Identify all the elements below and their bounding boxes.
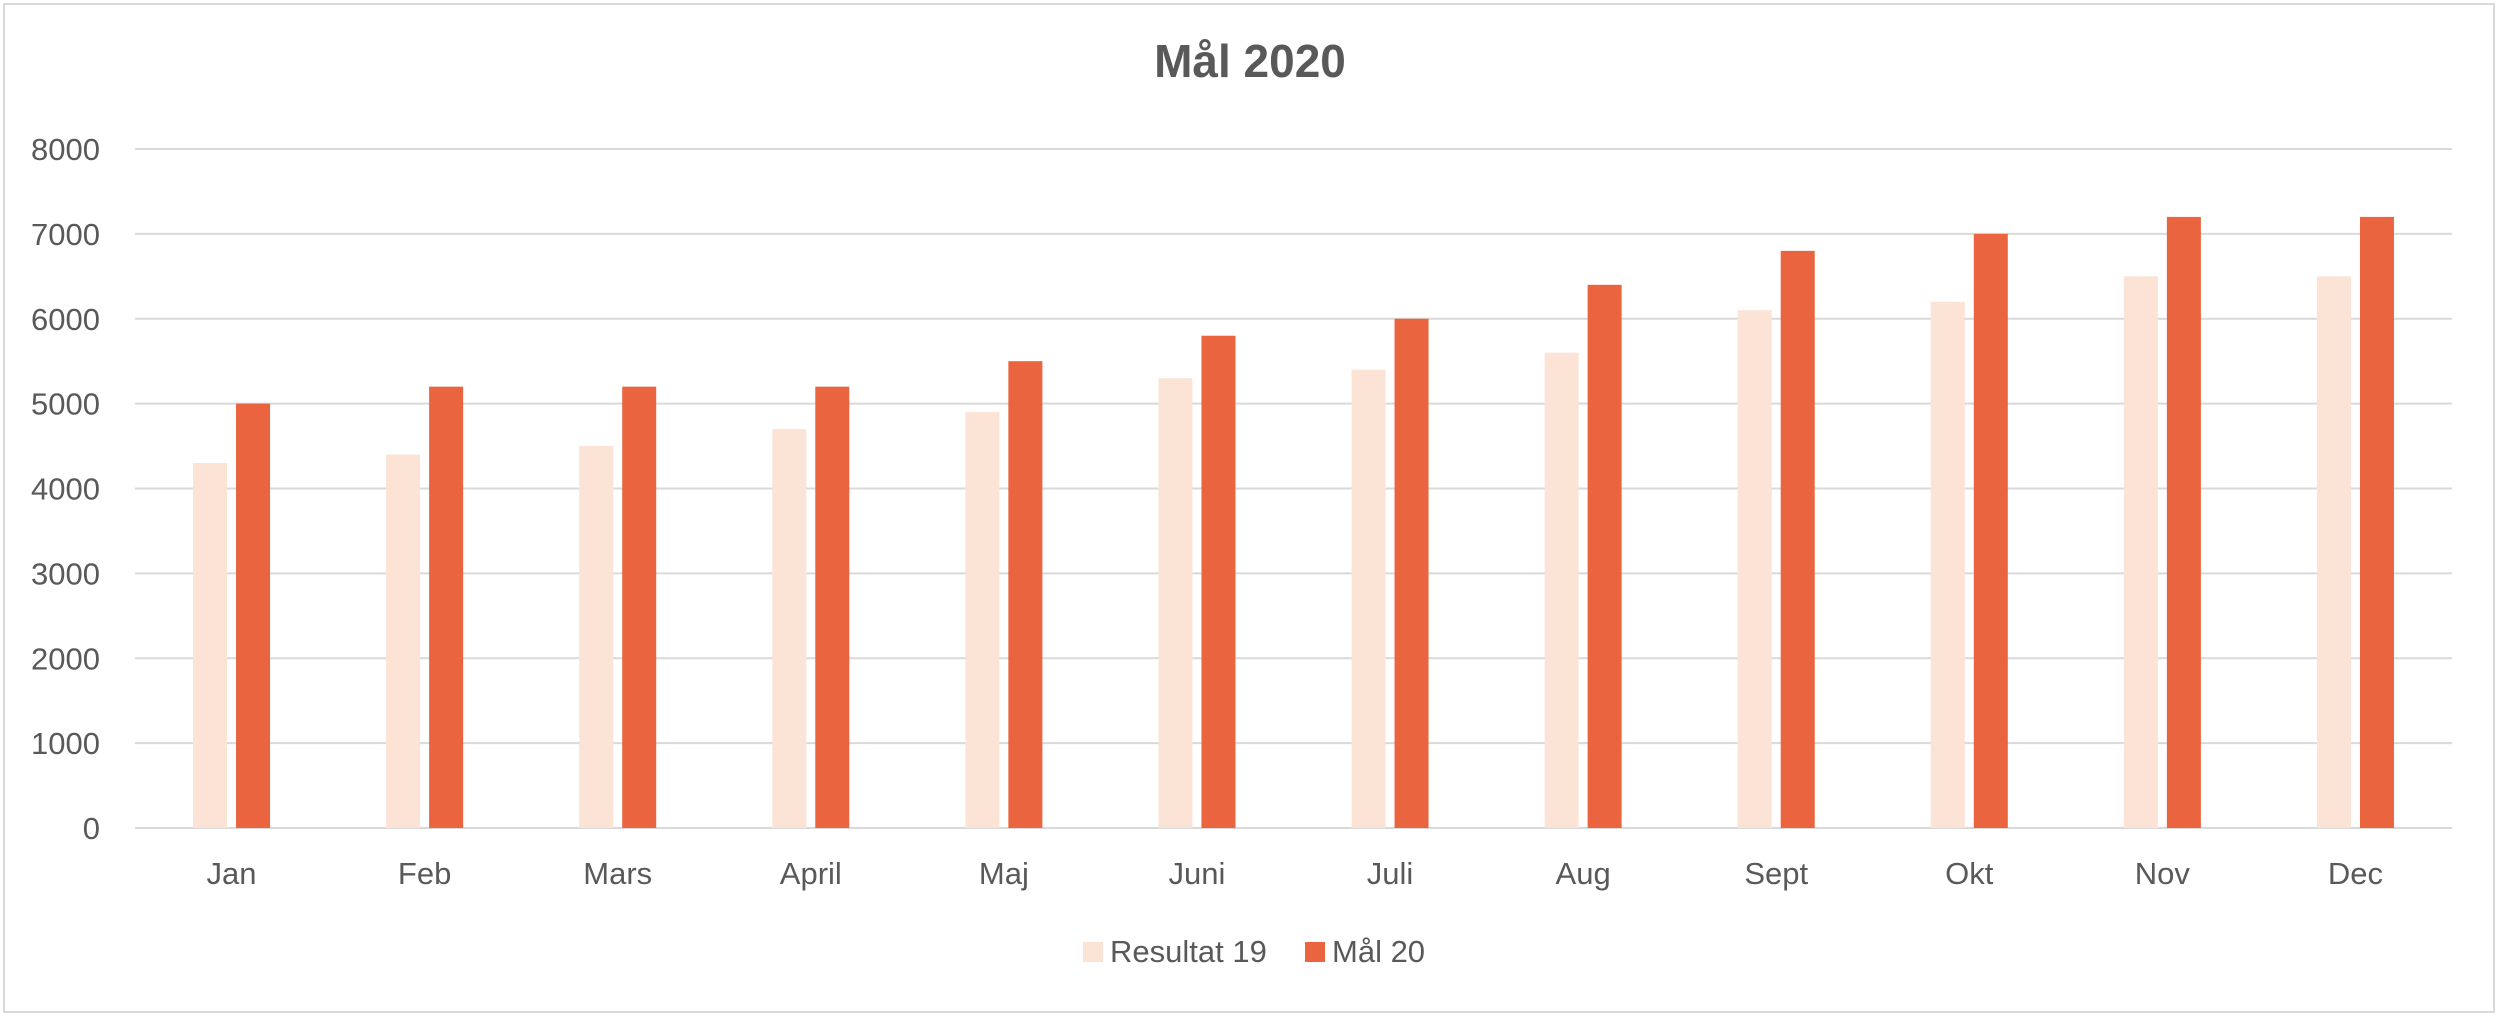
bar-resultat-19 (1544, 352, 1579, 828)
legend-swatch (1305, 942, 1325, 962)
bar-resultat-19 (193, 463, 228, 828)
bar-resultat-19 (386, 454, 421, 828)
bar-mal-20 (622, 386, 657, 828)
bar-resultat-19 (1158, 378, 1193, 828)
bar-mal-20 (815, 386, 850, 828)
x-tick-label: Aug (1556, 856, 1611, 891)
bar-resultat-19 (772, 429, 807, 828)
bar-mal-20 (236, 403, 271, 828)
x-axis-ticks: Jan Feb Mars April Maj Juni Juli Aug Sept Okt Nov D… (207, 856, 2383, 891)
x-tick-label: Okt (1945, 856, 1994, 891)
y-tick-label: 8000 (31, 132, 100, 167)
x-tick-label: Juli (1367, 856, 1414, 891)
y-tick-label: 3000 (31, 556, 100, 591)
bar-mal-20 (1394, 318, 1429, 828)
bar-mal-20 (1201, 335, 1236, 828)
legend: Resultat 19 Mål 20 (1083, 934, 1425, 969)
bar-mal-20 (2166, 216, 2201, 828)
bar-resultat-19 (579, 446, 614, 828)
x-tick-label: Juni (1169, 856, 1226, 891)
y-tick-label: 1000 (31, 726, 100, 761)
legend-label: Mål 20 (1332, 934, 1425, 969)
bar-mal-20 (1587, 284, 1622, 828)
bar-resultat-19 (965, 412, 1000, 828)
y-axis-ticks: 0 1000 2000 3000 4000 5000 6000 7000 8000 (31, 132, 100, 846)
y-tick-label: 6000 (31, 302, 100, 337)
y-tick-label: 4000 (31, 472, 100, 507)
bar-mal-20 (429, 386, 464, 828)
bars (193, 216, 2394, 829)
legend-label: Resultat 19 (1110, 934, 1267, 969)
y-tick-label: 7000 (31, 217, 100, 252)
bar-resultat-19 (1930, 301, 1965, 828)
bar-resultat-19 (2316, 276, 2351, 828)
bar-mal-20 (2359, 216, 2394, 828)
x-tick-label: Maj (979, 856, 1029, 891)
x-tick-label: Mars (583, 856, 652, 891)
y-tick-label: 2000 (31, 641, 100, 676)
y-tick-label: 5000 (31, 387, 100, 422)
x-tick-label: Sept (1744, 856, 1808, 891)
bar-mal-20 (1973, 233, 2008, 828)
chart-title: Mål 2020 (1154, 35, 1346, 87)
bar-mal-20 (1780, 250, 1815, 829)
legend-swatch (1083, 942, 1103, 962)
x-tick-label: April (780, 856, 842, 891)
x-tick-label: Dec (2328, 856, 2383, 891)
bar-resultat-19 (1737, 310, 1772, 828)
y-tick-label: 0 (83, 811, 100, 846)
gridlines (135, 148, 2452, 829)
bar-resultat-19 (1351, 369, 1386, 828)
x-tick-label: Jan (207, 856, 257, 891)
bar-resultat-19 (2123, 276, 2158, 828)
x-tick-label: Feb (398, 856, 451, 891)
bar-mal-20 (1008, 361, 1043, 828)
x-tick-label: Nov (2135, 856, 2191, 891)
